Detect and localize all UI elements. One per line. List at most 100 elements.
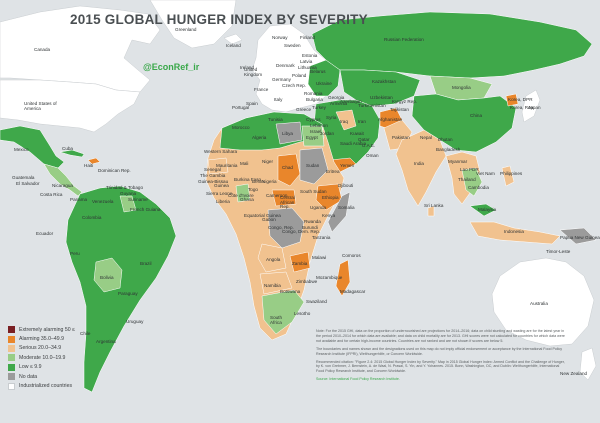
label-iceland: Iceland [226, 43, 241, 48]
label-congo-rep: Congo, Rep. [268, 225, 294, 230]
region-guianas [119, 195, 137, 213]
label-brazil: Brazil [140, 261, 152, 266]
region-cuba [59, 149, 85, 158]
label-cuba: Cuba [62, 146, 73, 151]
label-botswana: Botswana [280, 289, 301, 294]
label-timor-leste: Timor-Leste [546, 249, 571, 254]
region-zambia [289, 251, 311, 273]
label-costa-rica: Costa Rica [40, 192, 63, 197]
map-title: 2015 GLOBAL HUNGER INDEX BY SEVERITY [70, 12, 368, 27]
region-ghana [235, 183, 251, 203]
label-sri-lanka: Sri Lanka [424, 203, 444, 208]
label-georgia: Georgia [328, 95, 345, 100]
note-citation: Recommended citation: "Figure 2.4: 2015 … [316, 359, 565, 374]
label-sudan: Sudan [306, 163, 320, 168]
region-car [271, 189, 297, 207]
label-romania: Romania [304, 91, 323, 96]
label-libya: Libya [282, 131, 293, 136]
region-chad [277, 153, 301, 187]
label-indonesia: Indonesia [504, 229, 524, 234]
label-china: China [470, 113, 483, 118]
legend-item: Low ≤ 9.9 [8, 363, 75, 372]
label-finland: Finland [300, 35, 316, 40]
label-south-sudan: South Sudan [300, 189, 327, 194]
label-peru: Peru [70, 251, 80, 256]
label-ireland: Ireland [240, 65, 255, 70]
label-nicaragua: Nicaragua [52, 183, 73, 188]
legend-swatch [8, 354, 15, 362]
label-egypt: Egypt [306, 135, 318, 140]
region-south-africa [261, 289, 305, 335]
label-mexico: Mexico [14, 147, 29, 152]
label-malawi: Malawi [312, 255, 327, 260]
label-ukraine: Ukraine [316, 81, 332, 86]
label-india: India [414, 161, 424, 166]
note-source: Source: International Food Policy Resear… [316, 377, 400, 382]
label-korea-dpr: Korea, DPR [508, 97, 533, 102]
label-belarus: Belarus [310, 69, 326, 74]
legend: Extremely alarming 50 ≤ Alarming 35.0–49… [8, 325, 75, 391]
label-congo-dem-rep: Congo, Dem. Rep. [282, 229, 321, 234]
label-nigeria: Nigeria [262, 179, 277, 184]
label-malaysia: Malaysia [478, 207, 497, 212]
legend-swatch [8, 326, 15, 334]
label-namibia: Namibia [264, 283, 281, 288]
legend-label: No data [19, 373, 38, 380]
label-pakistan: Pakistan [392, 135, 410, 140]
label-iran: Iran [358, 119, 366, 124]
label-panama: Panama [70, 197, 88, 202]
label-bhutan: Bhutan [438, 137, 453, 142]
label-algeria: Algeria [252, 135, 267, 140]
region-madagascar [335, 259, 351, 297]
label-cambodia: Cambodia [468, 185, 489, 190]
note-boundaries: The boundaries and names shown and the d… [316, 346, 563, 356]
label-oman: Oman [366, 153, 379, 158]
label-ghana: Ghana [240, 197, 254, 202]
label-venezuela: Venezuela [92, 199, 114, 204]
label-australia: Australia [530, 301, 548, 306]
label-guyana: Guyana [120, 191, 137, 196]
label-japan: Japan [528, 105, 541, 110]
region-indonesia [469, 221, 561, 245]
label-mozambique: Mozambique [316, 275, 343, 280]
label-azerbaijan: Azerbaijan [340, 99, 362, 104]
legend-label: Serious 20.0–34.9 [19, 345, 62, 352]
label-new-zealand: New Zealand [560, 371, 588, 376]
label-norway: Norway [272, 35, 288, 40]
label-morocco: Morocco [232, 125, 250, 130]
label-ecuador: Ecuador [36, 231, 54, 236]
region-iraq [335, 109, 357, 131]
legend-swatch [8, 344, 15, 352]
legend-label: Moderate 10.0–19.9 [19, 354, 66, 361]
label-zimbabwe: Zimbabwe [296, 279, 318, 284]
label-burundi: Burundi [302, 225, 318, 230]
region-bolivia [93, 257, 123, 293]
label-papua: Papua New Guinea [560, 235, 600, 240]
legend-swatch [8, 363, 15, 371]
label-lesotho: Lesotho [294, 311, 311, 316]
label-thailand: Thailand [458, 177, 476, 182]
region-senegal [207, 157, 229, 175]
label-french-guiana: French Guiana [130, 207, 161, 212]
label-qatar: Qatar [358, 137, 370, 142]
label-mauritania: Mauritania [216, 163, 238, 168]
label-trinidad: Trinidad & Tobago [106, 185, 144, 190]
label-latvia: Latvia [300, 59, 313, 64]
label-uzbekistan: Uzbekistan [370, 95, 393, 100]
label-turkmenistan: Turkmenistan [358, 103, 386, 108]
legend-item: No data [8, 372, 75, 381]
region-ethiopia [315, 183, 343, 211]
legend-item: Moderate 10.0–19.9 [8, 353, 75, 362]
label-uganda: Uganda [310, 205, 327, 210]
label-cameroon: Cameroon [266, 193, 288, 198]
label-swaziland: Swaziland [306, 299, 327, 304]
region-hispaniola [87, 157, 101, 165]
label-myanmar: Myanmar [448, 159, 468, 164]
legend-item: Serious 20.0–34.9 [8, 344, 75, 353]
label-kenya: Kenya [322, 213, 336, 218]
label-kuwait: Kuwait [350, 131, 364, 136]
label-lithuania: Lithuania [298, 65, 317, 70]
label-italy: Italy [274, 97, 283, 102]
label-bolivia: Bolivia [100, 275, 114, 280]
